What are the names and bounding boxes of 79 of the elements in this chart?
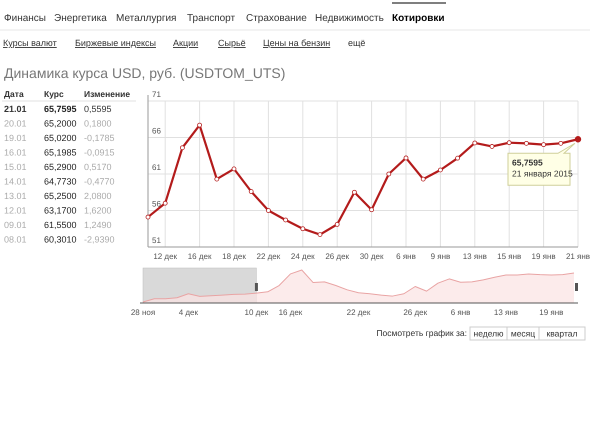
text: 12.01	[4, 206, 27, 216]
text: Финансы	[4, 13, 46, 24]
x-tick-label: 28 ноя	[130, 308, 156, 317]
y-tick-label: 51	[152, 236, 162, 245]
x-tick-label: 6 янв	[450, 308, 470, 317]
x-tick-label: 18 дек	[222, 252, 246, 261]
y-tick-label: 66	[152, 126, 162, 136]
x-tick-label: 24 дек	[290, 252, 316, 261]
text: 65,2000	[44, 118, 77, 128]
y-tick-label: 56	[152, 200, 162, 208]
x-tick-label: 16 дек	[278, 308, 303, 317]
text: Металлургия	[116, 13, 176, 24]
text: 0,5170	[84, 162, 112, 172]
text: Посмотреть график за:	[376, 328, 467, 338]
text: Страхование	[246, 13, 308, 24]
text: ещё	[348, 38, 366, 48]
text: 21.01	[4, 104, 27, 114]
text: 63,1700	[44, 206, 77, 216]
x-tick-label: 13 янв	[462, 252, 487, 261]
text: 0,1800	[84, 118, 112, 128]
chart-title: Динамика курса USD, руб. (USDTOM_UTS)	[4, 65, 286, 81]
text: 19.01	[4, 133, 27, 143]
text: 1,2490	[84, 220, 112, 230]
text: 65,7595	[44, 104, 77, 114]
text: 13.01	[4, 191, 27, 201]
text: 60,3010	[44, 234, 77, 244]
text: Изменение	[84, 89, 130, 99]
text: неделю	[474, 328, 504, 338]
x-tick-label: 30 дек	[360, 252, 384, 261]
text: -0,4770	[84, 176, 115, 186]
x-tick-label: 19 янв	[539, 308, 564, 317]
x-tick-label: 9 янв	[430, 252, 450, 261]
text: 09.01	[4, 220, 27, 230]
text: Недвижимость	[315, 13, 384, 24]
y-tick-label: 61	[152, 163, 162, 172]
text: 65,1985	[44, 148, 77, 158]
text: Сырьё	[218, 38, 246, 48]
text: -2,9390	[84, 234, 115, 244]
text: -0,0915	[84, 148, 115, 158]
text: -0,1785	[84, 133, 115, 143]
x-tick-label: 26 дек	[403, 308, 428, 317]
x-tick-label: 22 дек	[346, 308, 371, 317]
x-tick-label: 13 янв	[494, 308, 518, 317]
x-tick-label: 6 янв	[396, 252, 416, 261]
text: 20.01	[4, 118, 27, 128]
annotation: 65,7595 21 января 2015	[512, 157, 574, 178]
text: Биржевые индексы	[75, 38, 156, 48]
text: 61,5500	[44, 220, 77, 230]
text: 2,0800	[84, 191, 112, 201]
text: Курс	[44, 89, 64, 99]
text: 08.01	[4, 234, 27, 244]
text: Дата	[4, 89, 24, 99]
text: 15.01	[4, 162, 27, 172]
text: 0,5595	[84, 104, 112, 114]
x-tick-label: 12 дек	[153, 252, 178, 261]
text: 16.01	[4, 148, 27, 158]
text: Курсы валют	[3, 38, 57, 48]
x-tick-label: 21 янв	[566, 252, 590, 261]
text: 14.01	[4, 176, 27, 186]
text: Акции	[173, 38, 198, 48]
text: квартал	[546, 328, 578, 338]
text: Цены на бензин	[263, 38, 330, 48]
y-tick-label: 71	[152, 90, 162, 99]
text: 65,2500	[44, 191, 77, 201]
text: 65,2900	[44, 162, 77, 172]
text: Транспорт	[187, 13, 236, 24]
text: Энергетика	[54, 13, 108, 24]
text: 65,0200	[44, 133, 77, 143]
text: 1,6200	[84, 206, 112, 216]
x-tick-label: 26 дек	[325, 252, 350, 261]
text: месяц	[510, 328, 536, 338]
x-tick-label: 10 дек	[244, 308, 269, 317]
x-tick-label: 22 дек	[256, 252, 281, 261]
x-tick-label: 4 дек	[178, 308, 199, 317]
x-tick-label: 15 янв	[497, 252, 522, 261]
text: Котировки	[392, 13, 445, 24]
x-tick-label: 19 янв	[532, 252, 556, 261]
x-tick-label: 16 дек	[188, 252, 212, 261]
text: 64,7730	[44, 176, 77, 186]
